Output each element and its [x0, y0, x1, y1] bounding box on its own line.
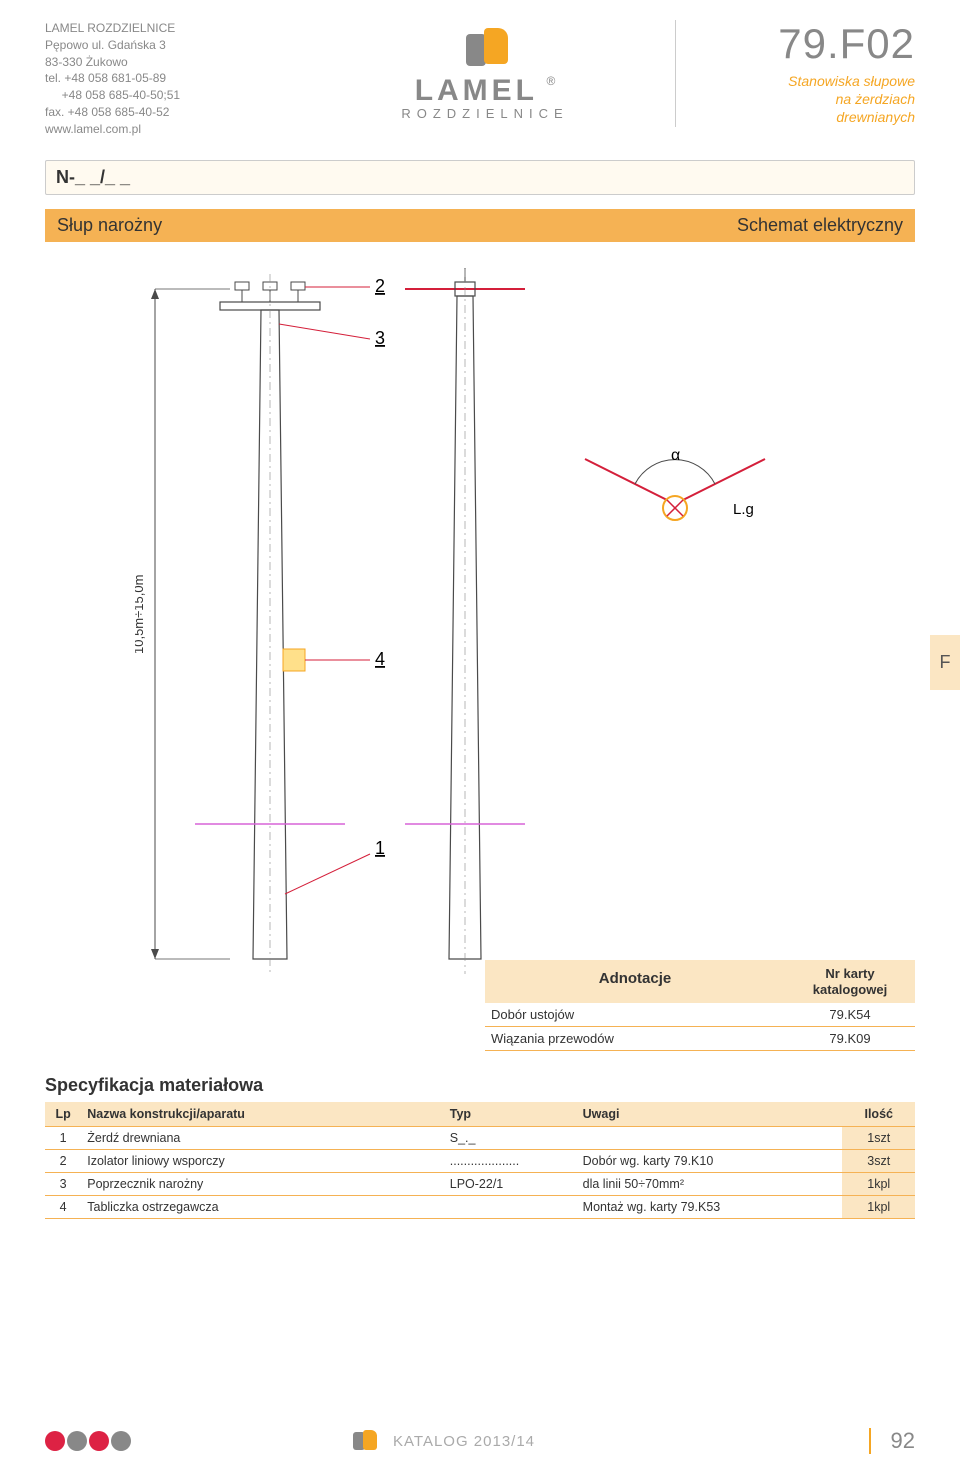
doc-desc: Stanowiska słupowe na żerdziach drewnian… [696, 72, 915, 127]
callout-3: 3 [375, 328, 385, 348]
company-name: LAMEL ROZDZIELNICE [45, 20, 295, 37]
doc-desc-1: Stanowiska słupowe [696, 72, 915, 90]
company-info: LAMEL ROZDZIELNICE Pępowo ul. Gdańska 3 … [45, 20, 295, 138]
table-row: 2Izolator liniowy wsporczy..............… [45, 1150, 915, 1173]
section-right: Schemat elektryczny [737, 215, 903, 236]
table-row: 3Poprzecznik narożnyLPO-22/1dla linii 50… [45, 1173, 915, 1196]
logo-block: LAMEL ® ROZDZIELNICE [345, 28, 625, 121]
spec-table: Specyfikacja materiałowa Lp Nazwa konstr… [45, 1075, 915, 1219]
spec-title: Specyfikacja materiałowa [45, 1075, 915, 1096]
callout-4: 4 [375, 649, 385, 669]
diagram-area: 10,5m÷15,0m 2 3 [45, 254, 915, 994]
header: LAMEL ROZDZIELNICE Pępowo ul. Gdańska 3 … [45, 20, 915, 150]
company-fax: fax. +48 058 685-40-52 [45, 104, 295, 121]
doc-code: 79.F02 [696, 20, 915, 68]
company-addr2: 83-330 Żukowo [45, 54, 295, 71]
footer-logo-icon [351, 1430, 377, 1452]
table-row: 1Żerdź drewnianaS_._1szt [45, 1127, 915, 1150]
table-row: 4Tabliczka ostrzegawczaMontaż wg. karty … [45, 1196, 915, 1219]
company-web: www.lamel.com.pl [45, 121, 295, 138]
spec-header-row: Lp Nazwa konstrukcji/aparatu Typ Uwagi I… [45, 1102, 915, 1127]
company-tel: tel. +48 058 681-05-89 [45, 70, 295, 87]
doc-desc-3: drewnianych [696, 108, 915, 126]
angle-diagram: α L.g [575, 404, 775, 544]
section-left: Słup narożny [57, 215, 162, 236]
annot-h1: Adnotacje [485, 960, 785, 1003]
logo-text: LAMEL [415, 74, 538, 108]
company-addr1: Pępowo ul. Gdańska 3 [45, 37, 295, 54]
company-tel2: +48 058 685-40-50;51 [45, 87, 295, 104]
callout-2: 2 [375, 276, 385, 296]
logo-reg: ® [546, 74, 555, 88]
header-right: 79.F02 Stanowiska słupowe na żerdziach d… [675, 20, 915, 127]
lg-label: L.g [733, 501, 754, 518]
annot-h2: Nr karty katalogowej [785, 960, 915, 1003]
katalog-label: KATALOG 2013/14 [393, 1433, 535, 1450]
page-number: 92 [869, 1428, 915, 1454]
pole-diagram: 10,5m÷15,0m 2 3 [135, 254, 565, 994]
alpha-label: α [671, 447, 680, 464]
annot-row: Wiązania przewodów 79.K09 [485, 1027, 915, 1051]
section-tab-f: F [930, 635, 960, 690]
logo-sub: ROZDZIELNICE [345, 106, 625, 121]
footer: KATALOG 2013/14 92 [45, 1428, 915, 1454]
field-bar: N-_ _/_ _ [45, 160, 915, 195]
annotations-table: Adnotacje Nr karty katalogowej Dobór ust… [485, 960, 915, 1051]
doc-desc-2: na żerdziach [696, 90, 915, 108]
callout-1: 1 [375, 838, 385, 858]
gaga-logo [45, 1431, 131, 1451]
annot-row: Dobór ustojów 79.K54 [485, 1003, 915, 1027]
height-label: 10,5m÷15,0m [135, 575, 146, 654]
logo-icon [460, 28, 510, 70]
section-bar: Słup narożny Schemat elektryczny [45, 209, 915, 242]
